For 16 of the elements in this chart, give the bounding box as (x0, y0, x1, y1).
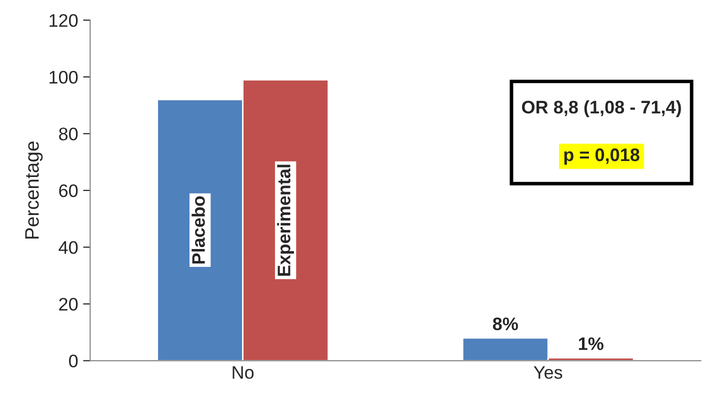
y-tick-label: 0 (69, 354, 78, 368)
annotation: p = 0,018 (564, 148, 640, 165)
y-tick-label: 80 (59, 128, 78, 140)
series-label: Experimental (277, 164, 294, 276)
y-axis-title: Percentage (25, 142, 43, 239)
series-label: Placebo (192, 196, 205, 264)
y-tick-label: 40 (58, 241, 78, 254)
data-label: 8% (492, 317, 518, 330)
x-tick-label: No (232, 366, 254, 379)
annotation: OR 8,8 (1,08 - 71,4) (522, 100, 681, 118)
y-tick-label: 20 (59, 298, 78, 311)
y-tick-label: 120 (50, 14, 78, 27)
x-tick-label: Yes (534, 366, 562, 379)
y-tick-label: 100 (50, 70, 78, 84)
y-tick-label: 60 (59, 184, 78, 198)
data-label: 1% (578, 337, 604, 350)
